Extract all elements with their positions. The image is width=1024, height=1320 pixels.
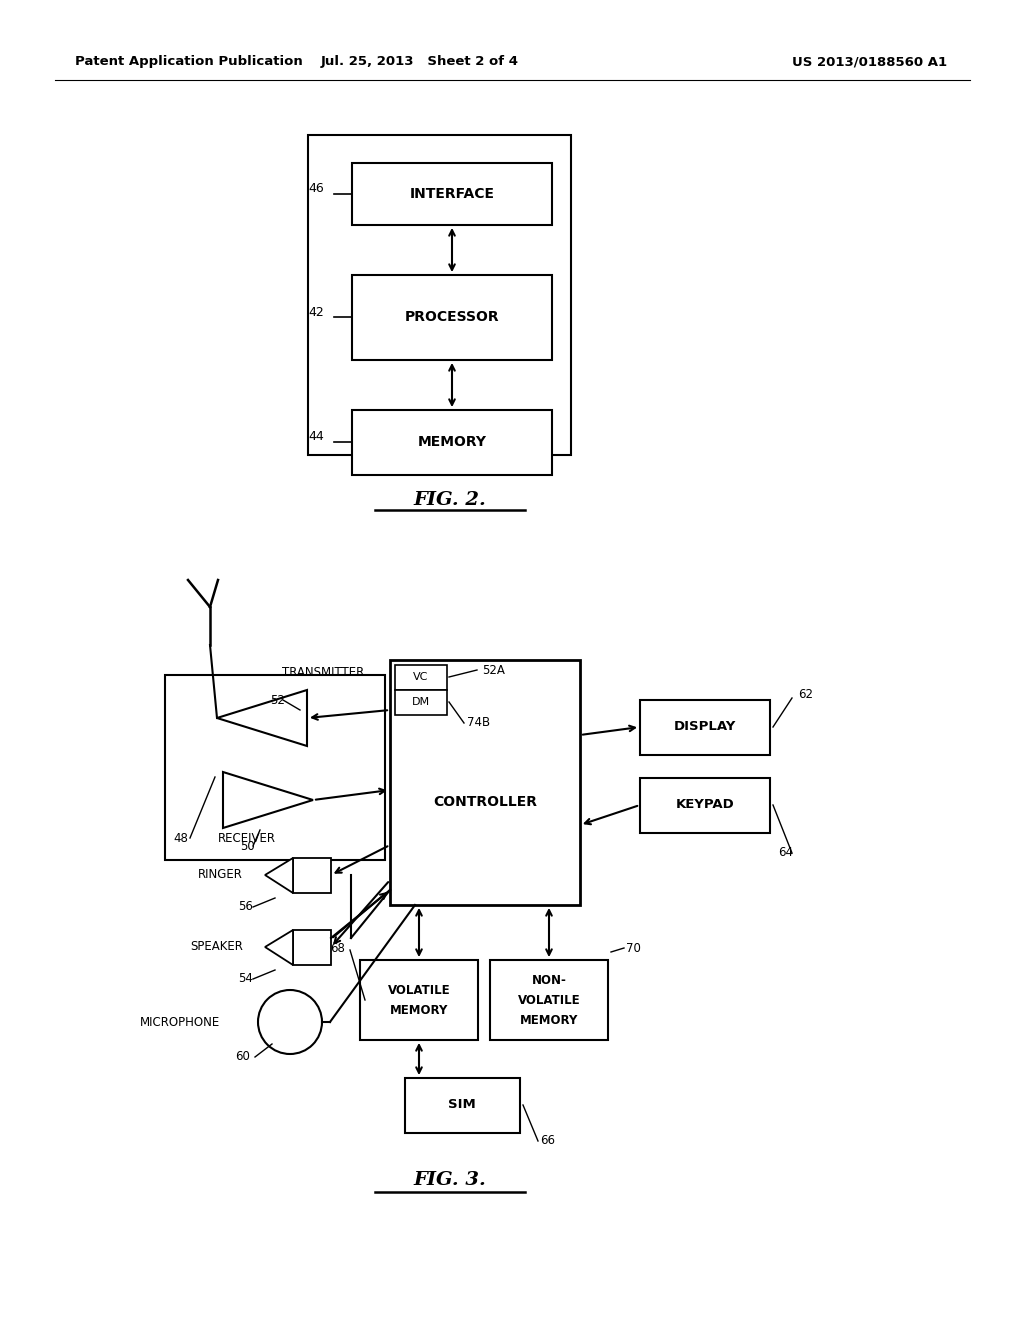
Text: 52: 52 <box>270 693 285 706</box>
Bar <box>640 777 770 833</box>
Bar <box>395 665 447 690</box>
Polygon shape <box>265 858 293 894</box>
Bar <box>406 1078 520 1133</box>
Bar <box>293 931 331 965</box>
Text: 54: 54 <box>238 973 253 986</box>
Bar <box>490 960 608 1040</box>
Text: VOLATILE: VOLATILE <box>518 994 581 1006</box>
Text: KEYPAD: KEYPAD <box>676 799 734 812</box>
Text: 56: 56 <box>238 900 253 913</box>
Text: DM: DM <box>412 697 430 708</box>
Text: 62: 62 <box>798 689 813 701</box>
Text: 48: 48 <box>173 832 187 845</box>
Text: 74B: 74B <box>467 717 490 730</box>
Text: PROCESSOR: PROCESSOR <box>404 310 500 323</box>
Text: 42: 42 <box>308 305 324 318</box>
Polygon shape <box>265 931 293 965</box>
Text: RINGER: RINGER <box>198 869 243 882</box>
Bar <box>352 162 552 224</box>
Text: Jul. 25, 2013   Sheet 2 of 4: Jul. 25, 2013 Sheet 2 of 4 <box>321 55 519 69</box>
Bar <box>360 960 478 1040</box>
Text: VC: VC <box>414 672 429 682</box>
Bar <box>352 411 552 475</box>
Polygon shape <box>223 772 313 828</box>
Text: FIG. 2.: FIG. 2. <box>414 491 486 510</box>
Text: INTERFACE: INTERFACE <box>410 187 495 201</box>
Text: 46: 46 <box>308 182 324 195</box>
Text: MICROPHONE: MICROPHONE <box>139 1015 220 1028</box>
Bar <box>395 690 447 715</box>
Text: FIG. 3.: FIG. 3. <box>414 1171 486 1189</box>
Text: TRANSMITTER: TRANSMITTER <box>282 667 365 680</box>
Text: 50: 50 <box>240 840 255 853</box>
Text: DISPLAY: DISPLAY <box>674 721 736 734</box>
Text: MEMORY: MEMORY <box>520 1014 579 1027</box>
Text: MEMORY: MEMORY <box>390 1003 449 1016</box>
Bar <box>308 135 571 455</box>
Text: SPEAKER: SPEAKER <box>190 940 243 953</box>
Text: Patent Application Publication: Patent Application Publication <box>75 55 303 69</box>
Text: 52A: 52A <box>482 664 505 676</box>
Text: 44: 44 <box>308 430 324 444</box>
Circle shape <box>258 990 322 1053</box>
Text: CONTROLLER: CONTROLLER <box>433 795 537 809</box>
Bar <box>293 858 331 894</box>
Text: MEMORY: MEMORY <box>418 436 486 449</box>
Text: 70: 70 <box>626 941 641 954</box>
Bar <box>352 275 552 360</box>
Text: NON-: NON- <box>531 974 566 986</box>
Text: SIM: SIM <box>449 1098 476 1111</box>
Text: 64: 64 <box>778 846 793 859</box>
Bar <box>640 700 770 755</box>
Text: US 2013/0188560 A1: US 2013/0188560 A1 <box>793 55 947 69</box>
Text: RECEIVER: RECEIVER <box>218 832 276 845</box>
Polygon shape <box>217 690 307 746</box>
Text: VOLATILE: VOLATILE <box>388 983 451 997</box>
Text: 66: 66 <box>540 1134 555 1147</box>
Bar <box>165 675 385 861</box>
Bar <box>390 660 580 906</box>
Text: 68: 68 <box>330 941 345 954</box>
Text: 60: 60 <box>234 1051 250 1064</box>
